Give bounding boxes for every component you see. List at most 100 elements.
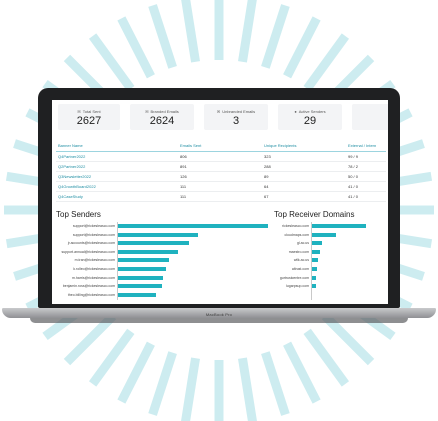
bar-label: benjamin.ross@rickesleasco.com [62, 284, 115, 289]
ray [261, 4, 290, 69]
branded-mail-icon: ✉ [145, 109, 149, 114]
bar-label: theo.billing@rickesleasco.com [67, 292, 115, 297]
bar-row: support.annual@rickesleasco.com [61, 249, 268, 255]
stat-card-branded[interactable]: ✉ Branded Emails 2624 [130, 104, 194, 130]
bar[interactable] [118, 292, 156, 297]
ray [181, 357, 200, 421]
bar-label: lugarpsup.com [286, 284, 309, 289]
table-cell: 89 [262, 171, 346, 182]
banner-name-link[interactable]: Q2Partner2022 [56, 161, 178, 172]
table-row[interactable]: Q4GrowthBoard2022 111 64 41 / 0 [56, 181, 386, 192]
ray [303, 328, 350, 387]
bar-label: m.harris@rickesleasco.com [71, 275, 115, 280]
bar-label: cloudmaps.com [284, 232, 309, 237]
stat-label: Branded Emails [150, 109, 179, 114]
bar-row: gurtrustcentre.com [280, 275, 366, 281]
bar-row: lugarpsup.com [286, 283, 366, 289]
ray [148, 351, 177, 416]
table-row[interactable]: Q4CaseStudy 111 67 41 / 0 [56, 191, 386, 202]
laptop-base [2, 308, 436, 318]
col-header[interactable]: Unique Recipients [262, 140, 346, 152]
table-cell: 806 [178, 151, 262, 162]
bar[interactable] [312, 258, 318, 263]
ray [238, 0, 257, 63]
bar[interactable] [118, 232, 198, 237]
bar-label: k.rolleo@rickesleasco.com [73, 267, 115, 271]
banner-name-link[interactable]: Q3Newsletter2022 [56, 171, 178, 182]
bar-row: support@rickesleasco.com [73, 232, 268, 238]
stat-label: Unbranded Emails [222, 109, 256, 114]
bar[interactable] [118, 267, 166, 271]
bar-row: maestro.com [289, 249, 366, 255]
bar[interactable] [312, 267, 317, 271]
stat-value: 2627 [76, 115, 102, 127]
table-cell: 41 / 0 [346, 181, 386, 192]
ray [117, 341, 155, 404]
ray [117, 16, 155, 79]
table-cell: 99 / 9 [346, 151, 386, 162]
stat-card-total-sent[interactable]: ✉ Total Sent 2627 [58, 104, 120, 130]
bar-label: altrust.com [291, 267, 309, 271]
mail-icon: ✉ [77, 109, 81, 114]
bar-label: m.tran@rickesleasco.com [74, 258, 115, 263]
ray [63, 312, 117, 366]
bar-row: m.tran@rickesleasco.com [75, 257, 268, 263]
table-row[interactable]: Q4Partner2022 806 323 99 / 9 [56, 151, 386, 162]
bar[interactable] [118, 249, 178, 254]
banner-name-link[interactable]: Q4CaseStudy [56, 191, 178, 202]
ray [261, 351, 290, 416]
ray [181, 0, 200, 63]
bar-row: rickesleasco.com [282, 223, 366, 229]
device-model-label: MacBook Pro [205, 312, 233, 317]
top-senders-title: Top Senders [56, 210, 101, 219]
ray [321, 312, 375, 366]
bar[interactable] [118, 275, 163, 280]
stat-card-partial [352, 104, 388, 130]
stat-label: Total Sent [82, 109, 101, 114]
bar-row: support@rickesleasco.com [73, 223, 268, 229]
dashboard-screen: ✉ Total Sent 2627 ✉ Branded Emails 2624 ✉ U… [52, 100, 388, 304]
bar[interactable] [118, 258, 169, 263]
table-cell: 111 [178, 181, 262, 192]
stat-card-unbranded[interactable]: ✉ Unbranded Emails 3 [204, 104, 268, 130]
bar-label: support@rickesleasco.com [72, 232, 115, 237]
table-row[interactable]: Q2Partner2022 891 288 78 / 2 [56, 161, 386, 172]
col-header[interactable]: External / Intern [346, 140, 386, 152]
bar[interactable] [312, 275, 317, 280]
bar[interactable] [118, 284, 162, 289]
bar-label: maestro.com [288, 249, 309, 254]
bar[interactable] [118, 241, 189, 246]
bar-label: support@rickesleasco.com [72, 224, 115, 228]
bar[interactable] [312, 249, 320, 254]
bar-row: jr.accounts@rickesleasco.com [68, 240, 268, 246]
banner-name-link[interactable]: Q4Partner2022 [56, 151, 178, 162]
bar-row: altrust.com [292, 266, 366, 272]
banner-name-link[interactable]: Q4GrowthBoard2022 [56, 181, 178, 192]
bar[interactable] [312, 232, 336, 237]
stat-value: 29 [303, 115, 317, 127]
top-domains-title: Top Receiver Domains [274, 210, 355, 219]
bar[interactable] [118, 224, 268, 228]
col-header[interactable]: Emails Sent [178, 140, 262, 152]
table-cell: 78 / 2 [346, 161, 386, 172]
bar-label: gl.ac.us [296, 241, 309, 246]
ray [88, 328, 135, 387]
stat-card-active-senders[interactable]: ● Active Senders 29 [278, 104, 342, 130]
ray [148, 4, 177, 69]
table-row[interactable]: Q3Newsletter2022 126 89 50 / 0 [56, 171, 386, 182]
bar-label: wilk.ac.us [293, 258, 309, 263]
ray [303, 33, 350, 92]
senders-axis [117, 222, 118, 300]
table-header-row: Banner Name Emails Sent Unique Recipient… [56, 140, 386, 152]
bar[interactable] [312, 284, 316, 289]
col-header[interactable]: Banner Name [56, 140, 178, 152]
bar[interactable] [312, 241, 323, 246]
table-cell: 50 / 0 [346, 171, 386, 182]
stat-value: 3 [232, 115, 240, 127]
bar-label: support.annual@rickesleasco.com [61, 249, 115, 254]
bar-row: gl.ac.us [297, 240, 366, 246]
bar-row: cloudmaps.com [284, 232, 366, 238]
bar-row: m.harris@rickesleasco.com [72, 275, 268, 281]
bar[interactable] [312, 224, 366, 228]
table-cell: 126 [178, 171, 262, 182]
